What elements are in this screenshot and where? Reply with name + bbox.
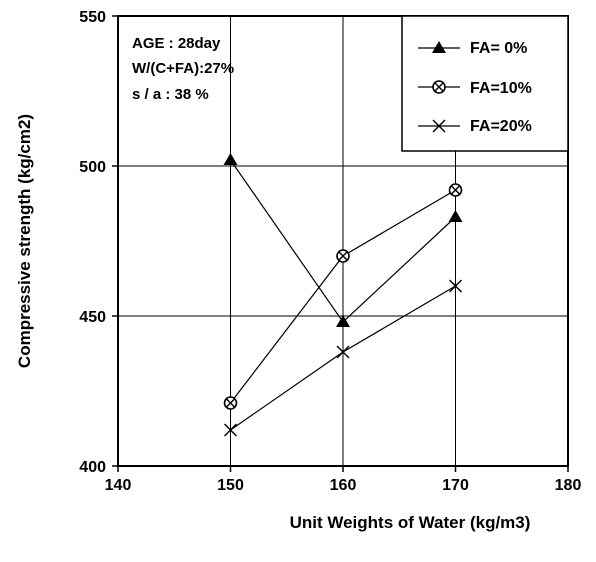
annotation-sand-ratio: s / a : 38 %	[132, 86, 209, 103]
data-point-series-2	[336, 345, 350, 359]
y-tick-label: 450	[79, 309, 106, 326]
x-tick-label: 160	[330, 477, 357, 494]
legend-label-fa-10: FA=10%	[470, 80, 532, 97]
y-tick-labels: 400 450 500 550	[79, 9, 118, 476]
data-point-series-1	[223, 396, 238, 410]
x-tick-label: 180	[555, 477, 582, 494]
data-point-series-0	[223, 153, 238, 165]
legend-label-fa-20: FA=20%	[470, 118, 532, 135]
legend-box	[401, 15, 569, 152]
y-tick-label: 500	[79, 159, 106, 176]
y-tick-label: 550	[79, 9, 106, 26]
annotation-age: AGE : 28day	[132, 35, 221, 52]
data-point-series-0	[336, 315, 350, 327]
data-point-series-1	[448, 183, 463, 197]
legend-marker-2	[432, 119, 446, 133]
series-layer	[223, 153, 463, 437]
x-tick-label: 170	[442, 477, 469, 494]
data-point-series-2	[224, 423, 237, 437]
annotation-water-ratio: W/(C+FA):27%	[132, 60, 234, 77]
y-axis-title: Compressive strength (kg/cm2)	[15, 114, 34, 368]
annotation-block: AGE : 28day W/(C+FA):27% s / a : 38 %	[132, 35, 234, 103]
x-axis-title: Unit Weights of Water (kg/m3)	[290, 513, 531, 532]
x-tick-labels: 140 150 160 170 180	[105, 466, 582, 494]
data-point-series-0	[448, 210, 463, 222]
data-point-series-1	[336, 249, 350, 263]
legend-marker-1	[432, 80, 446, 94]
x-tick-label: 150	[217, 477, 244, 494]
y-tick-label: 400	[79, 459, 106, 476]
x-tick-label: 140	[105, 477, 132, 494]
legend-label-fa-0: FA= 0%	[470, 40, 527, 57]
data-point-series-2	[449, 279, 462, 293]
legend: FA= 0% FA=10% FA=20%	[401, 15, 569, 152]
legend-marker-0	[432, 41, 446, 53]
